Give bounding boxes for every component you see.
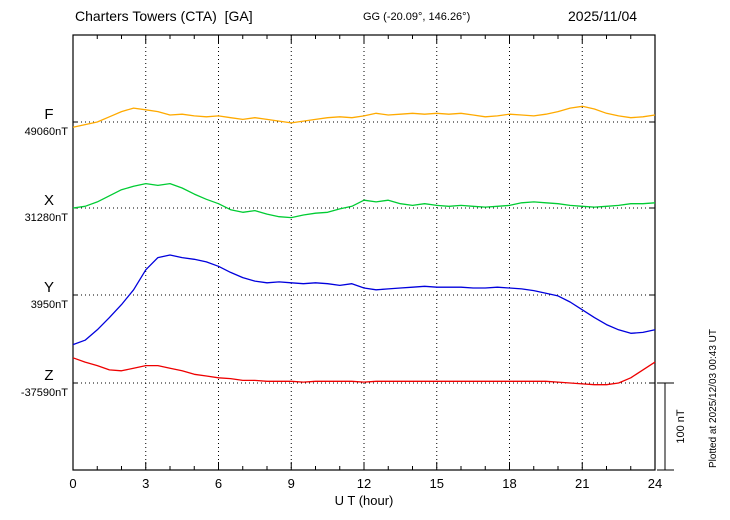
baseline-value-Y: 3950nT xyxy=(31,299,69,311)
x-tick-label: 3 xyxy=(142,476,149,491)
component-label-X: X xyxy=(44,192,54,209)
baseline-value-Z: -37590nT xyxy=(21,387,68,399)
x-tick-label: 0 xyxy=(69,476,76,491)
x-axis-label: U T (hour) xyxy=(335,493,394,508)
component-label-Y: Y xyxy=(44,279,54,296)
component-label-F: F xyxy=(44,106,53,123)
x-tick-label: 21 xyxy=(575,476,589,491)
x-tick-label: 24 xyxy=(648,476,662,491)
series-Z-line xyxy=(72,357,656,386)
plotted-at-note: Plotted at 2025/12/03 00:43 UT xyxy=(708,329,719,468)
x-tick-label: 15 xyxy=(430,476,444,491)
x-tick-label: 12 xyxy=(357,476,371,491)
station-title: Charters Towers (CTA) [GA] xyxy=(75,8,253,24)
series-Y-line xyxy=(72,254,656,346)
plot-date: 2025/11/04 xyxy=(568,8,638,24)
x-tick-label: 6 xyxy=(215,476,222,491)
series-X-line xyxy=(72,182,656,219)
baseline-value-X: 31280nT xyxy=(25,212,69,224)
x-tick-label: 9 xyxy=(288,476,295,491)
baseline-value-F: 49060nT xyxy=(25,126,69,138)
series-F-line xyxy=(72,105,656,128)
geographic-coordinates: GG (-20.09°, 146.26°) xyxy=(363,11,471,23)
component-label-Z: Z xyxy=(44,367,53,384)
scale-bar-label: 100 nT xyxy=(675,409,687,444)
x-tick-label: 18 xyxy=(502,476,516,491)
plot-frame xyxy=(72,34,656,471)
